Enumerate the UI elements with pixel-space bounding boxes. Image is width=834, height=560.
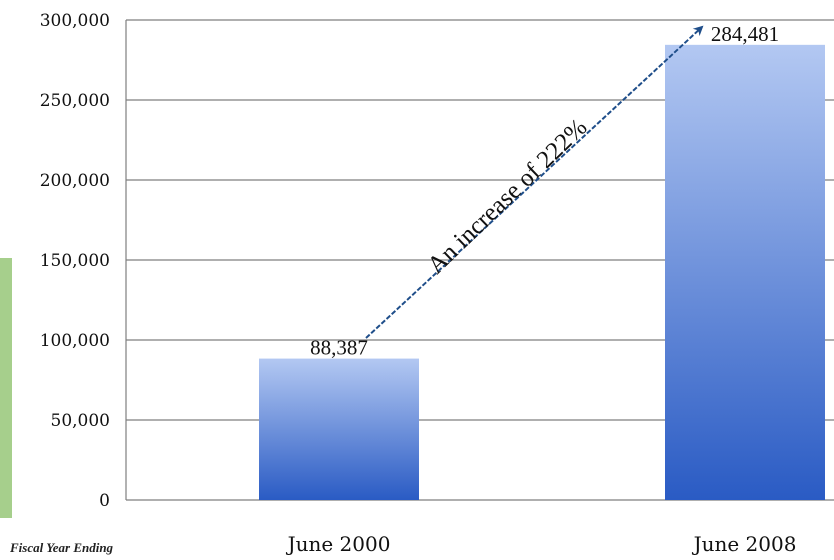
x-tick-label: June 2008 bbox=[692, 532, 797, 556]
x-tick-label: June 2000 bbox=[286, 532, 391, 556]
data-label: 284,481 bbox=[711, 22, 779, 46]
y-tick-label: 300,000 bbox=[40, 11, 110, 31]
increase-arrow bbox=[365, 25, 704, 339]
data-label: 88,387 bbox=[310, 336, 368, 360]
gridlines bbox=[125, 19, 834, 501]
left-accent-strip bbox=[0, 258, 12, 518]
data-labels: 88,387 284,481 bbox=[310, 22, 779, 360]
bar bbox=[259, 358, 419, 500]
y-tick-label: 50,000 bbox=[51, 411, 110, 431]
increase-annotation: An increase of 222% bbox=[422, 114, 592, 280]
y-tick-label: 150,000 bbox=[40, 251, 110, 271]
y-tick-label: 250,000 bbox=[40, 91, 110, 111]
x-axis-ticks: June 2000 June 2008 bbox=[286, 532, 797, 556]
footnote: Fiscal Year Ending bbox=[9, 540, 114, 555]
bars bbox=[259, 44, 825, 501]
y-tick-label: 0 bbox=[99, 491, 110, 511]
y-axis-ticks: 0 50,000 100,000 150,000 200,000 250,000 300,0… bbox=[40, 11, 110, 511]
y-tick-label: 100,000 bbox=[40, 331, 110, 351]
y-tick-label: 200,000 bbox=[40, 171, 110, 191]
bar bbox=[665, 44, 825, 501]
